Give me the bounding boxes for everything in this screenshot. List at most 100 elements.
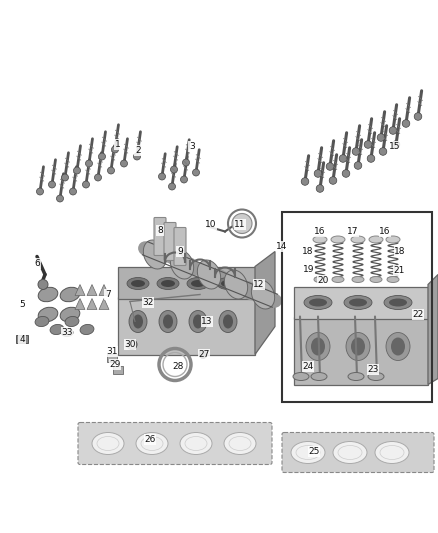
Ellipse shape [386,236,400,243]
Circle shape [389,127,397,134]
Circle shape [82,181,89,188]
Circle shape [218,273,233,288]
Circle shape [204,268,219,283]
Ellipse shape [304,295,332,310]
Ellipse shape [133,314,143,328]
Ellipse shape [80,325,94,335]
Circle shape [230,280,240,289]
Ellipse shape [387,277,399,282]
Ellipse shape [370,277,382,282]
Circle shape [226,278,237,288]
Ellipse shape [191,280,205,287]
Text: 1: 1 [115,140,121,149]
Circle shape [169,183,176,190]
Circle shape [329,177,337,184]
Ellipse shape [163,314,173,328]
Text: 16: 16 [314,227,326,236]
Text: 21: 21 [393,266,405,275]
Ellipse shape [170,250,194,279]
Text: 9: 9 [177,247,183,256]
Text: 13: 13 [201,317,213,326]
Polygon shape [255,252,275,354]
Ellipse shape [92,432,124,455]
Ellipse shape [61,328,73,336]
Ellipse shape [306,333,330,360]
Polygon shape [99,285,109,295]
Circle shape [256,289,268,301]
Text: 30: 30 [124,340,136,349]
FancyBboxPatch shape [154,217,166,255]
Circle shape [171,254,186,269]
Text: 2: 2 [135,146,141,155]
Circle shape [377,134,385,141]
Circle shape [170,166,177,173]
Text: 3: 3 [189,142,195,151]
Ellipse shape [198,260,221,289]
Circle shape [197,266,207,276]
Circle shape [243,282,261,300]
Bar [16,335,28,343]
Ellipse shape [348,373,364,381]
Ellipse shape [389,298,407,306]
Ellipse shape [313,236,327,243]
Ellipse shape [344,295,372,310]
Ellipse shape [311,337,325,356]
Text: 32: 32 [142,298,154,307]
Text: 7: 7 [105,290,111,299]
FancyBboxPatch shape [78,423,272,464]
Circle shape [49,181,56,188]
Text: 17: 17 [347,227,359,236]
Ellipse shape [251,280,275,309]
Ellipse shape [351,337,365,356]
Ellipse shape [349,298,367,306]
FancyBboxPatch shape [164,222,176,261]
Circle shape [316,185,324,192]
Ellipse shape [193,314,203,328]
Circle shape [143,242,161,260]
Circle shape [180,257,197,274]
Circle shape [354,161,362,169]
Text: 19: 19 [303,265,315,274]
Ellipse shape [65,317,79,327]
Circle shape [36,188,43,195]
Text: 8: 8 [157,226,163,235]
Circle shape [301,177,309,185]
Circle shape [61,174,68,181]
Circle shape [155,248,169,262]
Circle shape [95,174,102,181]
Circle shape [202,268,215,280]
Polygon shape [294,317,428,384]
Polygon shape [118,266,265,298]
Text: 11: 11 [234,220,246,229]
Text: 23: 23 [367,365,379,374]
Circle shape [173,255,190,271]
Ellipse shape [224,432,256,455]
Polygon shape [75,285,85,295]
Text: 4: 4 [19,335,25,344]
Polygon shape [428,274,438,384]
Circle shape [159,173,166,180]
Circle shape [166,254,177,264]
Ellipse shape [217,278,239,289]
Circle shape [263,293,273,303]
Text: 31: 31 [106,347,118,356]
Ellipse shape [35,317,49,327]
Ellipse shape [314,277,326,282]
Circle shape [209,269,227,287]
Circle shape [127,340,137,350]
Circle shape [192,169,199,176]
Circle shape [169,254,181,266]
Ellipse shape [293,373,309,381]
Circle shape [260,292,270,302]
Text: 14: 14 [276,242,288,251]
Ellipse shape [50,325,64,335]
Ellipse shape [375,441,409,464]
Circle shape [251,287,265,301]
Ellipse shape [391,337,405,356]
Ellipse shape [189,311,207,333]
Circle shape [222,276,234,288]
Circle shape [146,244,164,261]
Ellipse shape [136,432,168,455]
Text: 18: 18 [394,247,406,256]
Circle shape [159,251,171,262]
